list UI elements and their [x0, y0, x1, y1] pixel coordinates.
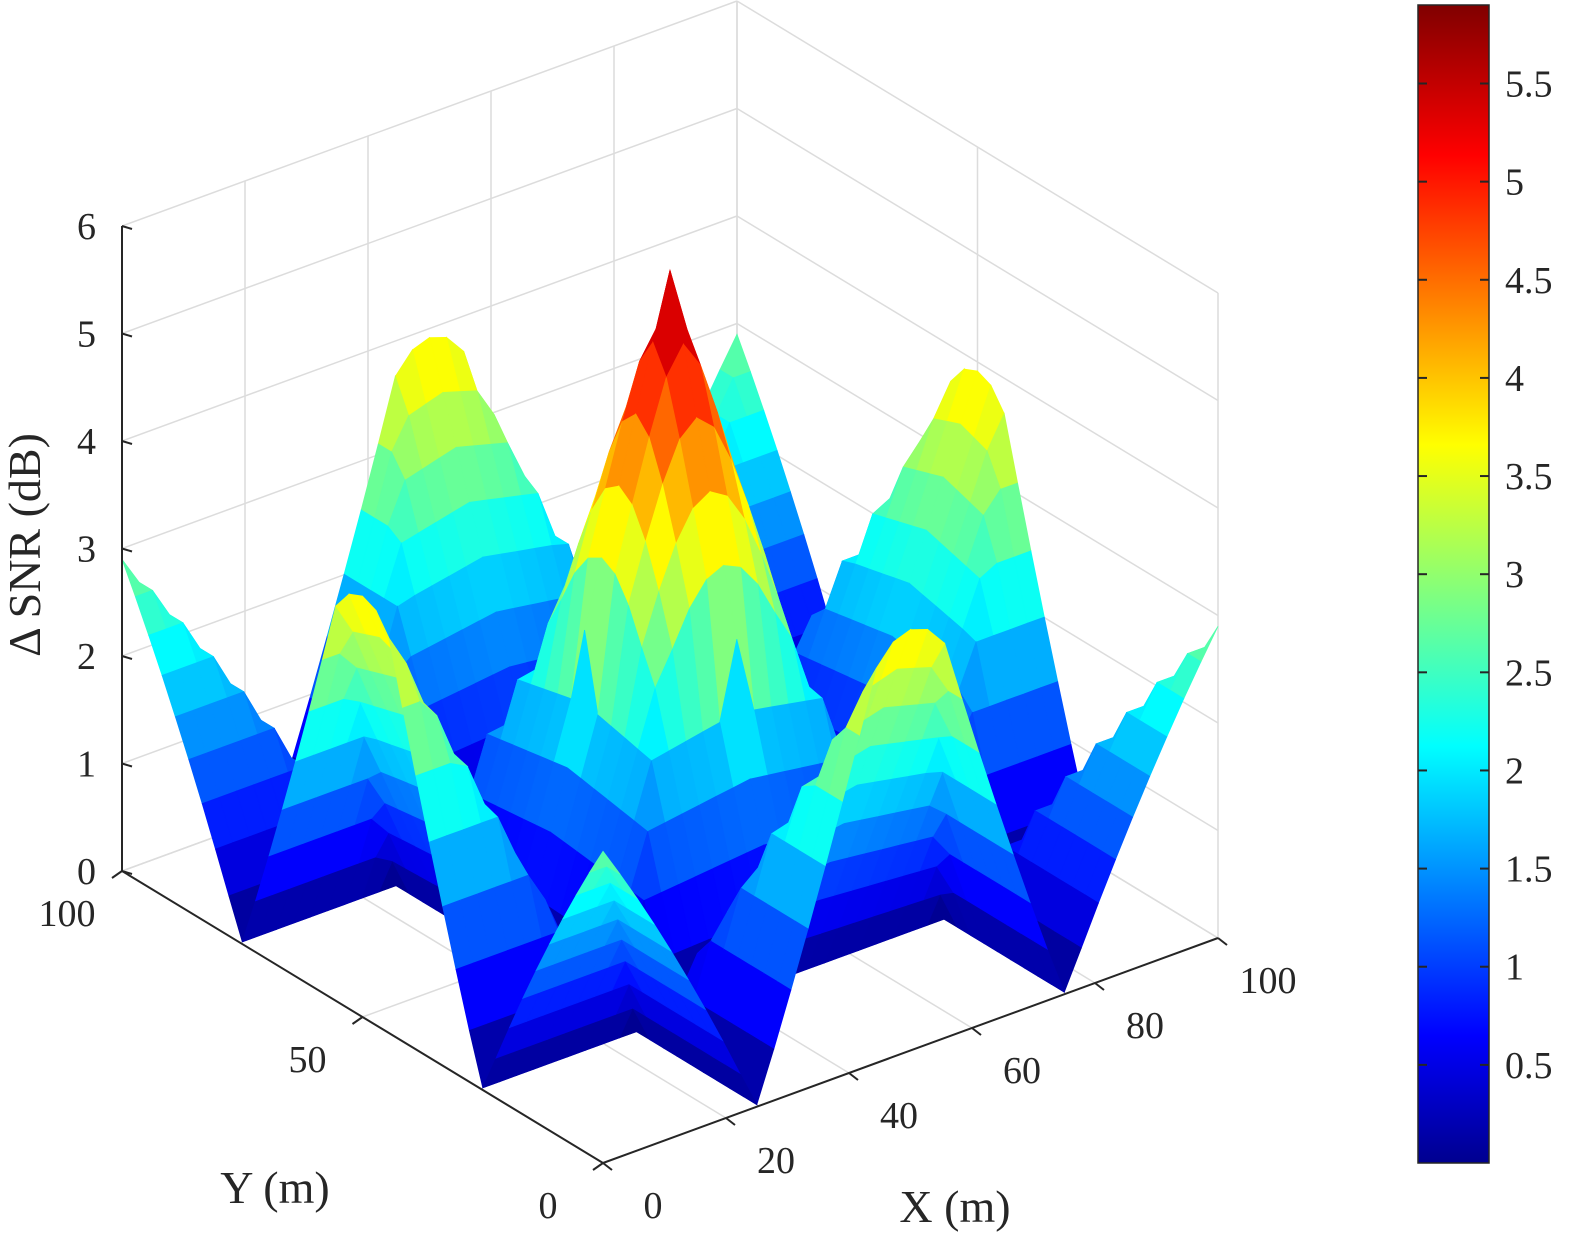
- colorbar-tick-label: 3: [1505, 554, 1524, 596]
- z-tick-mark: [121, 225, 133, 230]
- surface-patch: [121, 559, 154, 598]
- z-tick-mark: [121, 440, 133, 445]
- x-tick-label: 40: [880, 1095, 918, 1137]
- colorbar-tick-label: 5.5: [1505, 64, 1553, 106]
- y-tick-label: 0: [539, 1185, 558, 1227]
- x-tick-label: 60: [1003, 1050, 1041, 1092]
- colorbar-tick-label: 4: [1505, 358, 1524, 400]
- z-tick-label: 3: [77, 529, 96, 571]
- colorbar-tick-label: 3.5: [1505, 456, 1553, 498]
- colorbar-tick-label: 5: [1505, 162, 1524, 204]
- grid-line-z-back: [121, 107, 738, 335]
- surface-patch: [588, 850, 621, 875]
- z-tick-mark: [121, 332, 133, 338]
- y-axis-label: Y (m): [220, 1162, 329, 1213]
- x-tick-mark: [1094, 982, 1105, 991]
- x-tick-label: 80: [1126, 1005, 1164, 1047]
- z-tick-label: 6: [77, 206, 96, 248]
- z-tick-label: 0: [77, 851, 96, 893]
- x-tick-mark: [971, 1027, 982, 1036]
- surface-plot: [121, 268, 1219, 1106]
- colorbar-tick-label: 1: [1505, 947, 1524, 989]
- y-tick-label: 50: [289, 1039, 327, 1081]
- colorbar-tick-label: 4.5: [1505, 260, 1553, 302]
- colorbar-ticks: 0.5 1 1.5 2 2.5 3 3.5 4 4.5 5 5.5: [1418, 64, 1553, 1087]
- colorbar-gradient: [1417, 4, 1490, 1164]
- x-tick-mark: [725, 1117, 736, 1126]
- z-tick-mark: [121, 870, 133, 875]
- z-tick-label: 4: [77, 421, 96, 463]
- x-axis-label: X (m): [899, 1181, 1010, 1232]
- z-tick-label: 5: [77, 314, 96, 356]
- surface-patch: [719, 333, 751, 379]
- z-tick-mark: [121, 547, 133, 553]
- x-tick-label: 0: [644, 1185, 663, 1227]
- y-tick-mark: [592, 1162, 604, 1171]
- x-tick-label: 20: [757, 1140, 795, 1182]
- colorbar-tick-label: 1.5: [1505, 849, 1553, 891]
- y-tick-mark: [111, 870, 123, 879]
- z-tick-label: 2: [77, 636, 96, 678]
- x-tick-mark: [1217, 937, 1228, 946]
- z-axis-label: Δ SNR (dB): [0, 433, 50, 657]
- x-axis-line: [602, 937, 1219, 1164]
- x-tick-mark: [602, 1162, 613, 1171]
- colorbar-tick-label: 0.5: [1505, 1045, 1553, 1087]
- grid-line-z-back: [121, 215, 738, 442]
- y-tick-label: 100: [39, 893, 96, 935]
- y-tick-mark: [351, 1016, 364, 1025]
- z-tick-mark: [121, 655, 133, 660]
- colorbar-tick-label: 2: [1505, 750, 1524, 792]
- colorbar: 0.5 1 1.5 2 2.5 3 3.5 4 4.5 5 5.5: [1417, 4, 1553, 1164]
- x-tick-mark: [848, 1072, 859, 1081]
- z-tick-mark: [121, 762, 133, 768]
- x-tick-label: 100: [1240, 960, 1297, 1002]
- z-tick-label: 1: [77, 744, 96, 786]
- grid-line-z-back: [121, 0, 738, 227]
- colorbar-tick-label: 2.5: [1505, 652, 1553, 694]
